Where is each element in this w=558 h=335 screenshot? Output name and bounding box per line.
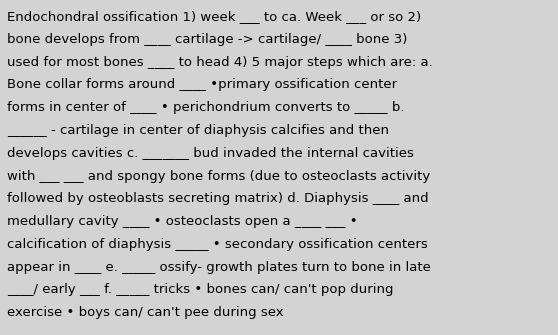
Text: with ___ ___ and spongy bone forms (due to osteoclasts activity: with ___ ___ and spongy bone forms (due … — [7, 170, 430, 183]
Text: Bone collar forms around ____ •primary ossification center: Bone collar forms around ____ •primary o… — [7, 78, 397, 91]
Text: appear in ____ e. _____ ossify- growth plates turn to bone in late: appear in ____ e. _____ ossify- growth p… — [7, 261, 431, 274]
Text: used for most bones ____ to head 4) 5 major steps which are: a.: used for most bones ____ to head 4) 5 ma… — [7, 56, 432, 69]
Text: followed by osteoblasts secreting matrix) d. Diaphysis ____ and: followed by osteoblasts secreting matrix… — [7, 192, 429, 205]
Text: develops cavities c. _______ bud invaded the internal cavities: develops cavities c. _______ bud invaded… — [7, 147, 413, 160]
Text: ____/ early ___ f. _____ tricks • bones can/ can't pop during: ____/ early ___ f. _____ tricks • bones … — [7, 283, 393, 296]
Text: ______ - cartilage in center of diaphysis calcifies and then: ______ - cartilage in center of diaphysi… — [7, 124, 389, 137]
Text: medullary cavity ____ • osteoclasts open a ____ ___ •: medullary cavity ____ • osteoclasts open… — [7, 215, 357, 228]
Text: bone develops from ____ cartilage -> cartilage/ ____ bone 3): bone develops from ____ cartilage -> car… — [7, 33, 407, 46]
Text: calcification of diaphysis _____ • secondary ossification centers: calcification of diaphysis _____ • secon… — [7, 238, 427, 251]
Text: exercise • boys can/ can't pee during sex: exercise • boys can/ can't pee during se… — [7, 306, 283, 319]
Text: forms in center of ____ • perichondrium converts to _____ b.: forms in center of ____ • perichondrium … — [7, 101, 404, 114]
Text: Endochondral ossification 1) week ___ to ca. Week ___ or so 2): Endochondral ossification 1) week ___ to… — [7, 10, 421, 23]
